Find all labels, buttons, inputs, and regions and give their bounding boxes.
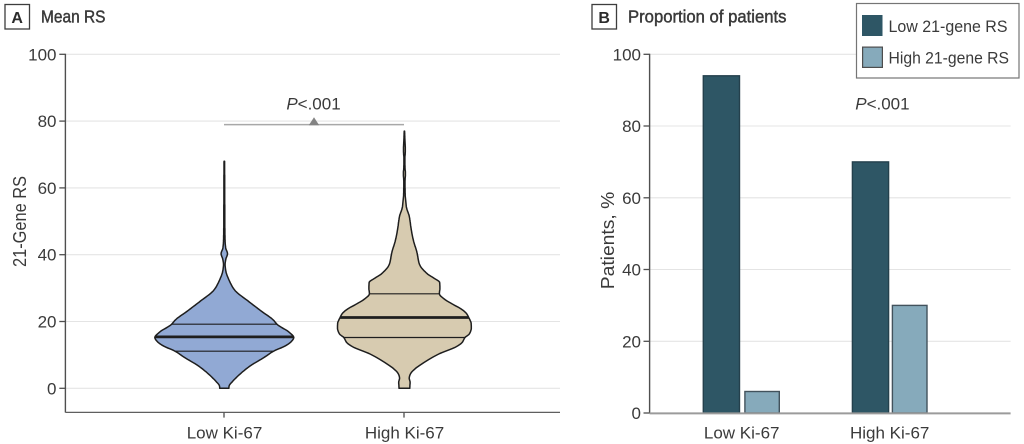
svg-text:High 21-gene RS: High 21-gene RS [889, 49, 1010, 68]
svg-text:High Ki-67: High Ki-67 [365, 424, 444, 443]
svg-text:100: 100 [613, 45, 641, 64]
svg-text:80: 80 [622, 117, 641, 136]
svg-text:P<.001: P<.001 [286, 95, 340, 114]
svg-text:Low 21-gene RS: Low 21-gene RS [889, 17, 1008, 36]
svg-text:80: 80 [38, 112, 57, 131]
svg-text:B: B [598, 10, 610, 27]
svg-text:High Ki-67: High Ki-67 [850, 424, 929, 443]
svg-text:20: 20 [38, 313, 57, 332]
svg-text:0: 0 [632, 404, 641, 423]
svg-text:P<.001: P<.001 [855, 95, 909, 114]
svg-text:Mean RS: Mean RS [41, 7, 106, 27]
svg-text:20: 20 [622, 332, 641, 351]
svg-text:Proportion of patients: Proportion of patients [628, 7, 787, 27]
svg-text:60: 60 [622, 189, 641, 208]
svg-text:60: 60 [38, 179, 57, 198]
svg-text:Low Ki-67: Low Ki-67 [704, 424, 780, 443]
svg-text:40: 40 [38, 246, 57, 265]
svg-text:0: 0 [47, 379, 56, 398]
svg-text:A: A [11, 10, 23, 27]
svg-text:Low Ki-67: Low Ki-67 [187, 424, 263, 443]
svg-text:Patients, %: Patients, % [598, 192, 618, 290]
svg-text:21-Gene RS: 21-Gene RS [10, 176, 30, 267]
svg-text:40: 40 [622, 261, 641, 280]
svg-text:100: 100 [28, 45, 56, 64]
